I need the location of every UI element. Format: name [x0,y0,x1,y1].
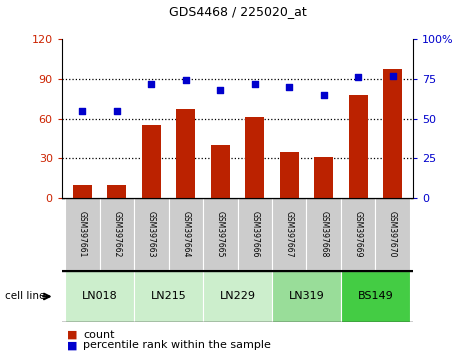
Text: GSM397662: GSM397662 [113,211,122,258]
Bar [341,271,410,322]
Point [217,87,224,93]
Text: GSM397667: GSM397667 [285,211,294,258]
Text: LN229: LN229 [219,291,256,302]
Bar [100,198,134,271]
Bar [375,198,410,271]
Point [285,84,293,90]
Text: GDS4468 / 225020_at: GDS4468 / 225020_at [169,5,306,18]
Text: ■: ■ [66,330,77,339]
Bar [142,125,161,198]
Text: LN319: LN319 [288,291,324,302]
Text: GSM397670: GSM397670 [388,211,397,258]
Bar [314,157,333,198]
Text: count: count [83,330,114,339]
Bar [272,271,341,322]
Bar [306,198,341,271]
Point [320,92,327,98]
Bar [272,198,306,271]
Text: GSM397666: GSM397666 [250,211,259,258]
Bar [203,271,272,322]
Bar [65,198,100,271]
Bar [280,152,299,198]
Text: GSM397668: GSM397668 [319,211,328,258]
Bar [383,69,402,198]
Bar [134,271,203,322]
Text: BS149: BS149 [358,291,393,302]
Bar [176,109,195,198]
Text: percentile rank within the sample: percentile rank within the sample [83,340,271,350]
Point [354,74,362,80]
Point [389,73,396,79]
Point [251,81,258,86]
Bar [211,145,230,198]
Text: cell line: cell line [5,291,45,302]
Text: LN018: LN018 [82,291,117,302]
Bar [107,185,126,198]
Point [182,78,190,83]
Text: GSM397665: GSM397665 [216,211,225,258]
Bar [65,271,134,322]
Bar [203,198,238,271]
Text: GSM397669: GSM397669 [353,211,362,258]
Point [79,108,86,114]
Text: ■: ■ [66,340,77,350]
Text: GSM397661: GSM397661 [78,211,87,258]
Bar [169,198,203,271]
Bar [73,185,92,198]
Point [113,108,121,114]
Point [148,81,155,86]
Bar [341,198,375,271]
Bar [238,198,272,271]
Bar [134,198,169,271]
Bar [245,117,264,198]
Text: GSM397663: GSM397663 [147,211,156,258]
Bar [349,95,368,198]
Text: LN215: LN215 [151,291,187,302]
Text: GSM397664: GSM397664 [181,211,190,258]
